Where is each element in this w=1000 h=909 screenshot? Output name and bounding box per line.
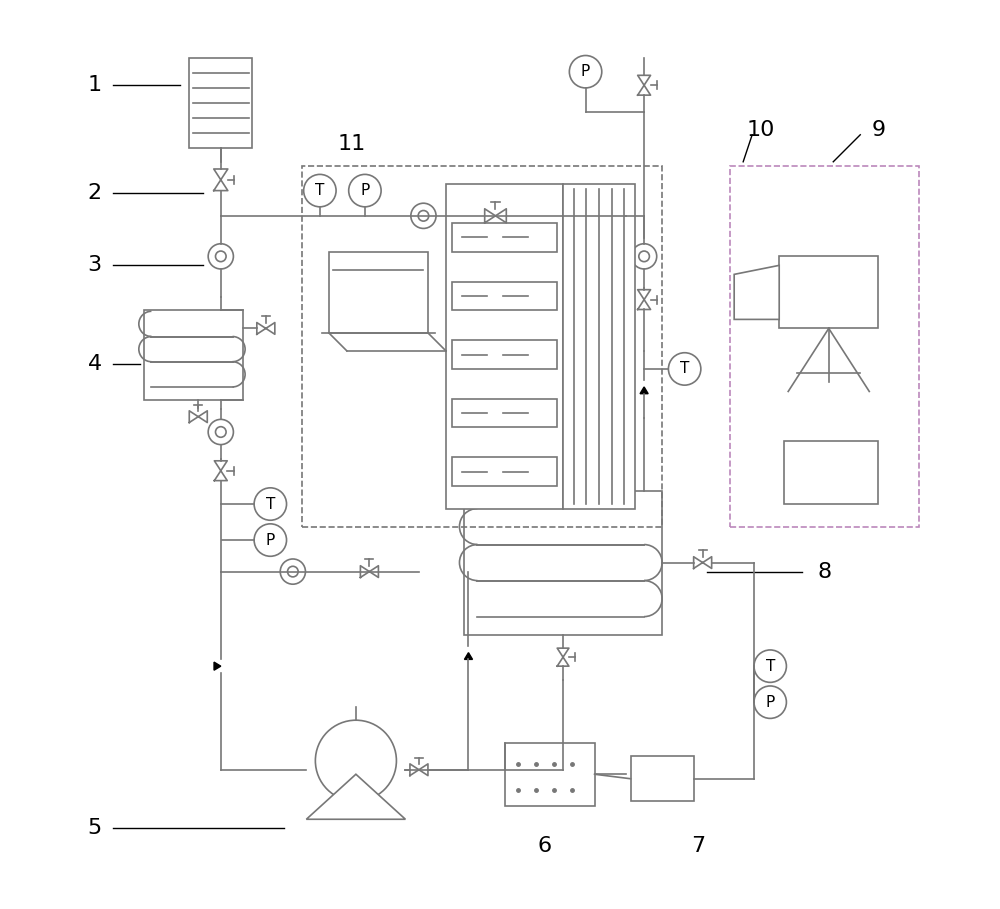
Text: P: P: [266, 533, 275, 547]
Text: 1: 1: [88, 75, 102, 95]
Bar: [527, 454, 590, 491]
Polygon shape: [306, 774, 405, 819]
Text: P: P: [581, 65, 590, 79]
Bar: [446, 185, 563, 508]
Circle shape: [639, 251, 649, 262]
Polygon shape: [617, 212, 624, 220]
Bar: [452, 340, 557, 369]
Polygon shape: [640, 387, 648, 394]
Circle shape: [280, 559, 305, 584]
Circle shape: [754, 686, 786, 718]
Text: T: T: [680, 362, 689, 376]
Circle shape: [631, 244, 657, 269]
Text: 6: 6: [538, 836, 552, 856]
Circle shape: [668, 353, 701, 385]
Bar: [189, 58, 252, 148]
Text: 8: 8: [817, 562, 831, 582]
Text: 11: 11: [337, 134, 366, 154]
Circle shape: [304, 175, 336, 207]
Text: 7: 7: [691, 836, 705, 856]
Bar: [730, 166, 919, 526]
Circle shape: [208, 419, 233, 445]
Circle shape: [254, 524, 287, 556]
Circle shape: [349, 175, 381, 207]
Bar: [329, 252, 428, 333]
Circle shape: [569, 55, 602, 88]
Text: 10: 10: [747, 120, 775, 140]
Text: P: P: [766, 694, 775, 710]
Polygon shape: [214, 662, 221, 670]
Polygon shape: [734, 265, 779, 319]
Circle shape: [208, 244, 233, 269]
Circle shape: [315, 720, 396, 801]
Circle shape: [411, 204, 436, 228]
Text: T: T: [266, 496, 275, 512]
Bar: [784, 441, 878, 504]
Text: T: T: [766, 659, 775, 674]
Text: 9: 9: [871, 120, 885, 140]
Text: 2: 2: [88, 184, 102, 204]
Circle shape: [754, 650, 786, 683]
Text: P: P: [360, 183, 370, 198]
Circle shape: [288, 566, 298, 577]
Text: 4: 4: [88, 355, 102, 375]
Circle shape: [254, 488, 287, 520]
Bar: [779, 256, 878, 328]
Circle shape: [215, 251, 226, 262]
Bar: [505, 743, 595, 805]
Circle shape: [215, 426, 226, 437]
Bar: [563, 185, 635, 508]
Bar: [452, 223, 557, 252]
Bar: [464, 491, 662, 634]
Bar: [631, 756, 694, 801]
Text: 3: 3: [88, 255, 102, 275]
Circle shape: [418, 211, 429, 221]
Bar: [144, 310, 243, 401]
Bar: [302, 166, 662, 526]
Bar: [452, 282, 557, 310]
Bar: [452, 399, 557, 427]
Text: T: T: [315, 183, 325, 198]
Polygon shape: [464, 653, 473, 659]
Text: 5: 5: [88, 818, 102, 838]
Bar: [452, 457, 557, 486]
